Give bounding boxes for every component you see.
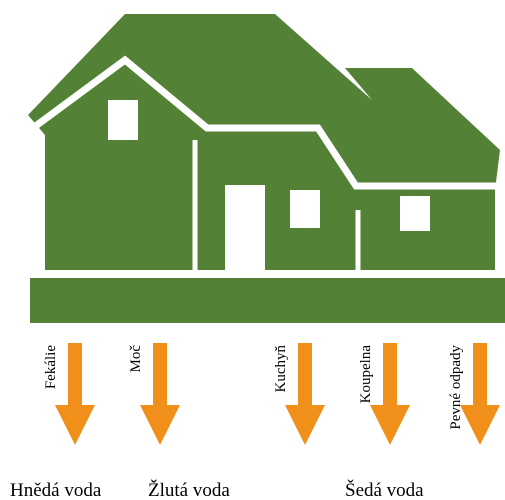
arrow-head	[140, 405, 180, 445]
water-type-label: Žlutá voda	[148, 479, 230, 500]
arrow-head	[460, 405, 500, 445]
arrow-shaft	[473, 343, 487, 409]
flow: Moč	[128, 343, 180, 445]
house	[28, 14, 505, 323]
flow-label: Fekálie	[43, 345, 59, 389]
flow: Fekálie	[43, 343, 95, 445]
flow: Koupelna	[358, 343, 410, 445]
flow: Pevné odpady	[448, 343, 500, 445]
water-type-label: Šedá voda	[345, 479, 424, 500]
arrow-head	[370, 405, 410, 445]
arrow-head	[55, 405, 95, 445]
flow-label: Koupelna	[358, 345, 374, 404]
flows: Fekálie Moč Kuchyň Koupelna Pevné odpady	[43, 343, 500, 445]
flow-label: Pevné odpady	[448, 345, 464, 430]
water-type-label: Hnědá voda	[10, 480, 102, 500]
arrow-shaft	[383, 343, 397, 409]
arrow-shaft	[298, 343, 312, 409]
arrow-shaft	[153, 343, 167, 409]
water-types: Hnědá voda Žlutá voda Šedá voda	[10, 479, 424, 500]
arrow-shaft	[68, 343, 82, 409]
flow: Kuchyň	[273, 343, 325, 445]
arrow-head	[285, 405, 325, 445]
flow-label: Kuchyň	[273, 345, 289, 393]
flow-label: Moč	[128, 345, 144, 373]
diagram: Fekálie Moč Kuchyň Koupelna Pevné odpady Hně…	[0, 0, 505, 500]
